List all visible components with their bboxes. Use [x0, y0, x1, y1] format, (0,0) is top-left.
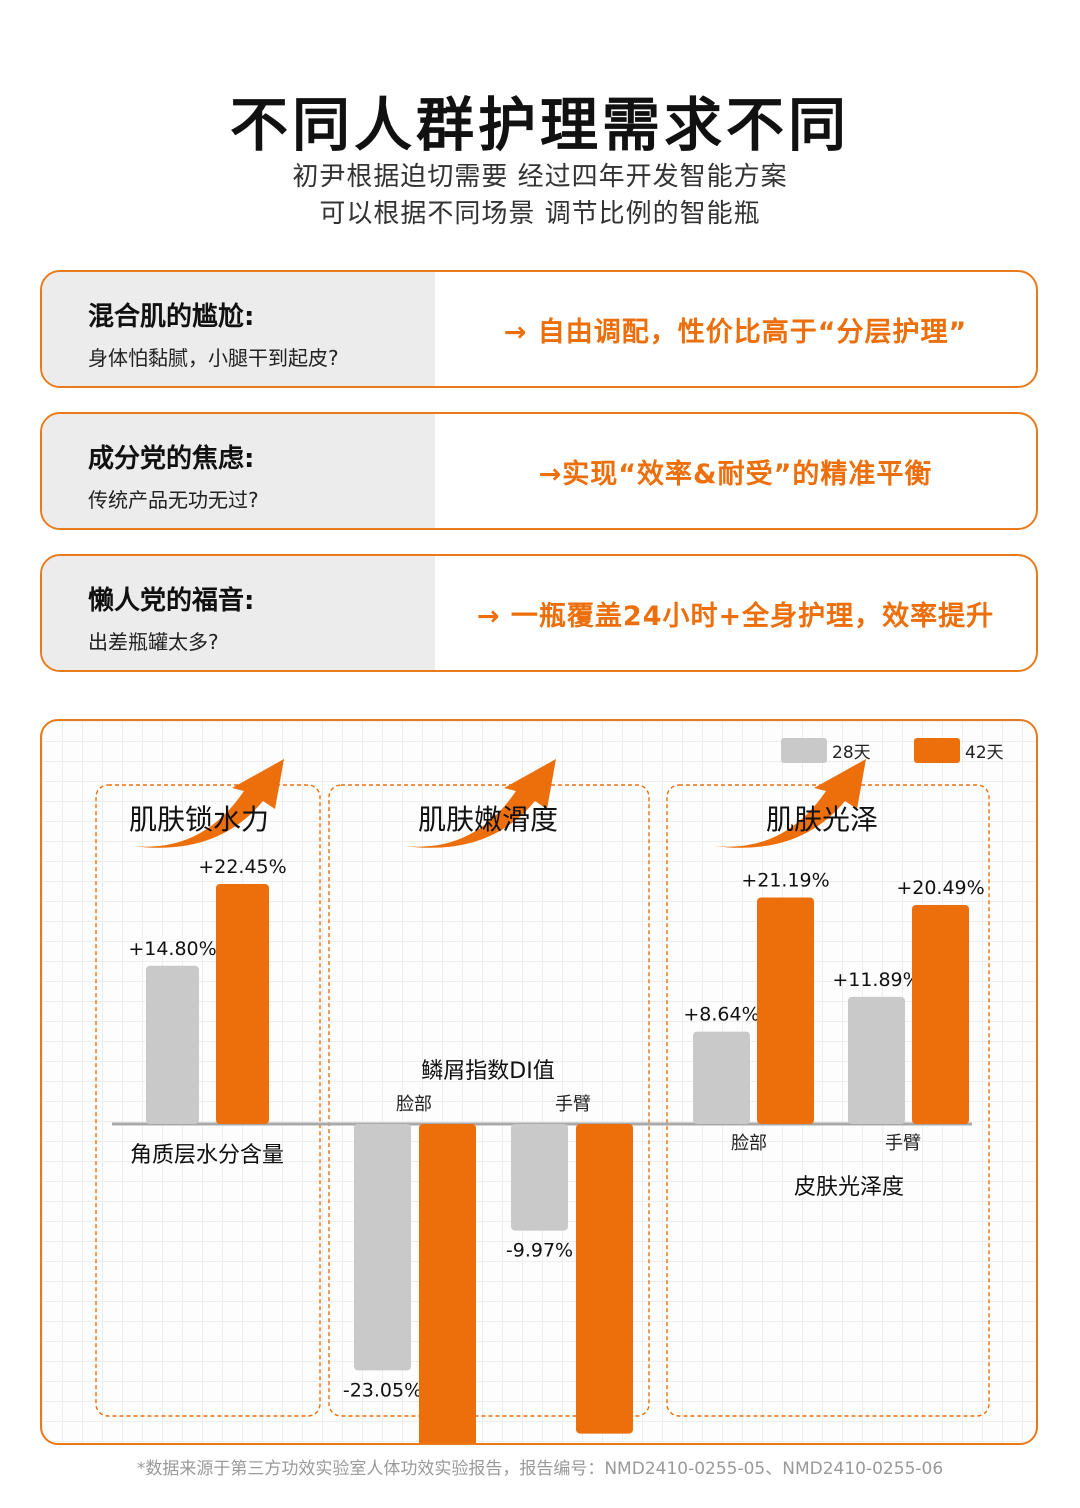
- chart-xlabel-1: 角质层水分含量: [130, 1143, 284, 1168]
- pain-card-left-panel: 懒人党的福音: 出差瓶罐太多?: [42, 556, 435, 670]
- pain-card-left-panel: 混合肌的尴尬: 身体怕黏腻，小腿干到起皮?: [42, 272, 435, 386]
- category-label: 脸部: [396, 1094, 432, 1115]
- data-label: +8.64%: [683, 1004, 759, 1026]
- data-label: +21.19%: [741, 869, 829, 891]
- pain-card-title: 混合肌的尴尬:: [88, 302, 255, 332]
- data-label: -9.97%: [506, 1240, 573, 1262]
- section-frame-2: [328, 784, 650, 1417]
- pain-card-mixed-skin: 混合肌的尴尬: 身体怕黏腻，小腿干到起皮? → 自由调配，性价比高于“分层护理”: [40, 270, 1038, 388]
- pain-card-answer: →实现“效率&耐受”的精准平衡: [538, 458, 933, 490]
- page-title: 不同人群护理需求不同: [229, 91, 850, 159]
- legend-label-28d: 28天: [832, 743, 871, 763]
- chart-title-3: 肌肤光泽: [766, 803, 878, 836]
- section-frame-1: [95, 784, 321, 1417]
- pain-card-title: 懒人党的福音:: [88, 586, 255, 616]
- pain-card-title: 成分党的焦虑:: [88, 444, 255, 474]
- rising-arrow-icon: [404, 759, 556, 848]
- data-label: -23.05%: [343, 1379, 422, 1401]
- chart-xlabel-2: 鳞屑指数DI值: [421, 1059, 554, 1084]
- data-label: +22.45%: [198, 856, 286, 878]
- pain-card-desc: 身体怕黏腻，小腿干到起皮?: [88, 346, 339, 370]
- bar-28d: [511, 1124, 568, 1231]
- legend-label-42d: 42天: [965, 743, 1004, 763]
- data-label: +20.49%: [896, 877, 984, 899]
- rising-arrow-icon: [714, 759, 866, 848]
- bar-42d: [216, 884, 269, 1124]
- chart-panel: 28天 42天肌肤锁水力角质层水分含量 +14.80% +22.45% 肌肤嫩滑度鳞屑指…: [40, 719, 1038, 1445]
- bar-42d: [912, 904, 969, 1124]
- category-label: 手臂: [885, 1133, 921, 1154]
- bar-42d: [757, 897, 814, 1124]
- category-label: 脸部: [731, 1133, 767, 1154]
- bar-28d: [693, 1031, 750, 1124]
- page-subtitle-line1: 初尹根据迫切需要 经过四年开发智能方案: [292, 162, 788, 192]
- legend-swatch-42d: [914, 738, 960, 763]
- chart-title-1: 肌肤锁水力: [129, 803, 269, 836]
- rising-arrow-icon: [132, 759, 284, 848]
- legend-swatch-28d: [781, 738, 827, 763]
- data-label: +14.80%: [128, 938, 216, 960]
- data-label: -28.96%: [565, 1443, 644, 1445]
- pain-card-answer: → 自由调配，性价比高于“分层护理”: [503, 316, 968, 348]
- pain-card-answer: → 一瓶覆盖24小时+全身护理，效率提升: [476, 600, 995, 632]
- category-label: 手臂: [555, 1094, 591, 1115]
- chart-title-2: 肌肤嫩滑度: [418, 803, 558, 836]
- bar-28d: [146, 965, 199, 1124]
- page-subtitle-line2: 可以根据不同场景 调节比例的智能瓶: [319, 199, 761, 229]
- pain-card-lazy: 懒人党的福音: 出差瓶罐太多? → 一瓶覆盖24小时+全身护理，效率提升: [40, 554, 1038, 672]
- pain-card-desc: 传统产品无功无过?: [88, 488, 259, 512]
- pain-card-ingredient: 成分党的焦虑: 传统产品无功无过? →实现“效率&耐受”的精准平衡: [40, 412, 1038, 530]
- pain-card-desc: 出差瓶罐太多?: [88, 630, 219, 654]
- bar-28d: [848, 996, 905, 1124]
- bar-42d: [419, 1124, 476, 1443]
- bar-42d: [576, 1124, 633, 1434]
- pain-card-left-panel: 成分党的焦虑: 传统产品无功无过?: [42, 414, 435, 528]
- data-label: +11.89%: [832, 969, 920, 991]
- bar-28d: [354, 1124, 411, 1371]
- chart-xlabel-3: 皮肤光泽度: [794, 1175, 904, 1200]
- footnote: *数据来源于第三方功效实验室人体功效实验报告，报告编号：NMD2410-0255…: [136, 1459, 944, 1479]
